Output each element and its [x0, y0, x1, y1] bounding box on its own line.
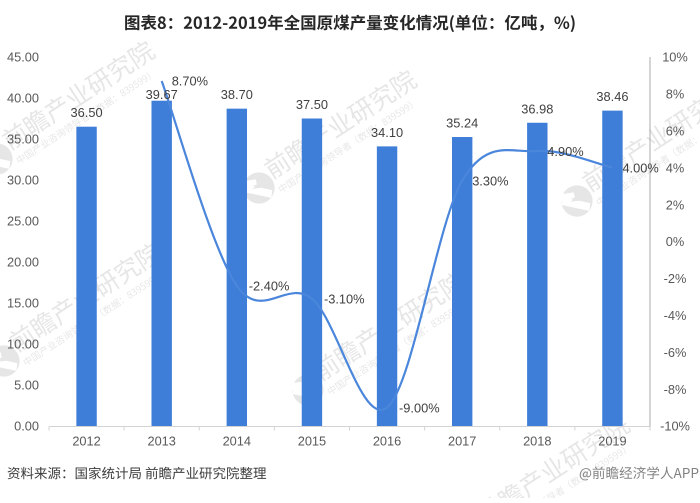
svg-text:38.46: 38.46 — [596, 89, 628, 104]
svg-text:-4%: -4% — [664, 308, 687, 323]
svg-text:15.00: 15.00 — [7, 296, 39, 311]
svg-text:4.00%: 4.00% — [622, 160, 658, 175]
svg-text:-9.00%: -9.00% — [399, 400, 440, 415]
svg-text:38.70: 38.70 — [221, 87, 253, 102]
svg-text:2016: 2016 — [373, 434, 401, 449]
svg-text:0%: 0% — [666, 234, 685, 249]
svg-text:10.00: 10.00 — [7, 337, 39, 352]
svg-text:40.00: 40.00 — [7, 91, 39, 106]
svg-text:35.24: 35.24 — [446, 116, 478, 131]
svg-text:34.10: 34.10 — [371, 125, 403, 140]
svg-text:2012: 2012 — [72, 434, 100, 449]
svg-text:-2%: -2% — [664, 271, 687, 286]
svg-text:30.00: 30.00 — [7, 173, 39, 188]
svg-text:0.00: 0.00 — [14, 419, 39, 434]
svg-text:25.00: 25.00 — [7, 214, 39, 229]
svg-text:-3.10%: -3.10% — [324, 291, 365, 306]
svg-text:2014: 2014 — [223, 434, 251, 449]
svg-text:2019: 2019 — [598, 434, 626, 449]
svg-text:8.70%: 8.70% — [172, 74, 208, 89]
svg-text:2018: 2018 — [523, 434, 551, 449]
svg-text:35.00: 35.00 — [7, 132, 39, 147]
svg-text:-8%: -8% — [664, 382, 687, 397]
svg-text:6%: 6% — [666, 124, 685, 139]
svg-text:39.67: 39.67 — [146, 87, 178, 102]
svg-text:5.00: 5.00 — [14, 378, 39, 393]
svg-text:2013: 2013 — [147, 434, 175, 449]
svg-text:4.90%: 4.90% — [547, 144, 583, 159]
svg-text:20.00: 20.00 — [7, 255, 39, 270]
svg-text:37.50: 37.50 — [296, 97, 328, 112]
svg-text:10%: 10% — [662, 50, 688, 65]
svg-text:36.50: 36.50 — [71, 105, 103, 120]
svg-text:4%: 4% — [666, 160, 685, 175]
svg-text:2017: 2017 — [448, 434, 476, 449]
svg-text:-2.40%: -2.40% — [249, 278, 290, 293]
svg-text:2%: 2% — [666, 197, 685, 212]
svg-text:45.00: 45.00 — [7, 50, 39, 65]
svg-text:3.30%: 3.30% — [472, 173, 508, 188]
svg-text:36.98: 36.98 — [521, 101, 553, 116]
svg-text:-10%: -10% — [660, 419, 690, 434]
svg-text:-6%: -6% — [664, 345, 687, 360]
svg-text:8%: 8% — [666, 87, 685, 102]
svg-text:2015: 2015 — [298, 434, 326, 449]
